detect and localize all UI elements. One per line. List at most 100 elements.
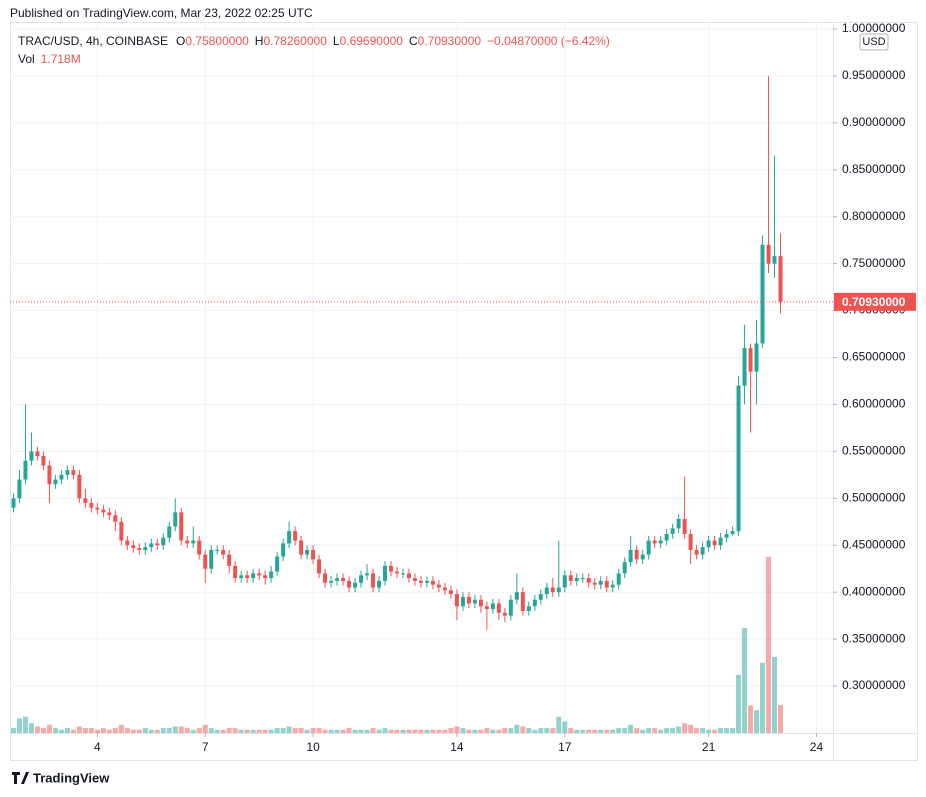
volume-bar: [610, 729, 616, 733]
candle-body: [293, 531, 298, 541]
volume-bar: [640, 729, 646, 733]
footer-brand: TradingView: [33, 770, 110, 785]
candle-body: [454, 594, 459, 607]
volume-bar: [562, 721, 568, 733]
volume-bar: [532, 729, 538, 733]
grid: [10, 22, 833, 733]
o-label: O: [176, 34, 185, 48]
candle-body: [389, 565, 394, 572]
volume-bar: [598, 729, 604, 733]
ohlc-legend: TRAC/USD, 4h, COINBASE O0.75800000 H0.7826…: [18, 34, 610, 48]
volume-bar: [442, 729, 448, 733]
candle-body: [460, 596, 465, 607]
footer-logo: TradingView: [12, 770, 110, 785]
volume-bar: [712, 729, 718, 733]
volume-bar: [34, 726, 40, 733]
candle-body: [742, 348, 747, 386]
volume-bar: [112, 728, 118, 733]
volume-bar: [592, 729, 598, 733]
candle-body: [586, 578, 591, 583]
candle-body: [448, 590, 453, 595]
candle-body: [71, 470, 76, 475]
y-tick-label: 0.75000000: [842, 256, 906, 270]
candle-body: [730, 531, 735, 534]
candle-body: [712, 540, 717, 546]
volume-bar: [148, 729, 154, 733]
y-tick-label: 0.80000000: [842, 209, 906, 223]
candle-body: [544, 587, 549, 595]
volume-bar: [22, 716, 28, 733]
candle-body: [748, 348, 753, 372]
volume-bar: [202, 724, 208, 733]
candle-body: [203, 554, 208, 569]
candle-body: [281, 543, 286, 557]
volume-bar: [364, 729, 370, 733]
x-tick-label: 10: [306, 740, 320, 754]
candle-body: [137, 548, 142, 550]
candle-body: [610, 584, 615, 588]
candle-body: [191, 540, 196, 544]
volume-bar: [448, 728, 454, 733]
volume-bar: [40, 728, 46, 733]
candle-body: [377, 580, 382, 588]
volume-bar: [520, 726, 526, 733]
volume-bar: [100, 728, 106, 733]
volume-bar: [778, 704, 784, 733]
volume-bar: [16, 718, 22, 733]
x-tick-label: 24: [810, 740, 824, 754]
candle-body: [526, 606, 531, 611]
volume-bar: [220, 729, 226, 733]
candle-body: [574, 578, 579, 581]
volume-bar: [586, 729, 592, 733]
candle-body: [167, 526, 172, 538]
candle-body: [568, 575, 573, 581]
volume-bar: [262, 729, 268, 733]
candle-body: [329, 580, 334, 583]
volume-bar: [298, 728, 304, 733]
candle-body: [143, 547, 148, 550]
candle-body: [598, 580, 603, 585]
volume-bar: [454, 726, 460, 733]
candle-body: [53, 479, 58, 485]
volume-bar: [700, 728, 706, 733]
candle-body: [107, 512, 112, 516]
volume-bar: [754, 710, 760, 733]
candle-body: [754, 343, 759, 372]
volume-bar: [94, 729, 100, 733]
volume-bar: [130, 729, 136, 733]
candle-body: [772, 256, 777, 264]
candle-body: [562, 575, 567, 588]
candle-body: [239, 575, 244, 579]
volume-bar: [352, 729, 358, 733]
l-label: L: [333, 34, 340, 48]
volume-bar: [238, 729, 244, 733]
candle-body: [430, 580, 435, 585]
candle-body: [682, 518, 687, 534]
logo-icon: [12, 772, 29, 784]
volume-legend: Vol 1.718M: [18, 52, 81, 66]
volume-bar: [772, 657, 778, 733]
candle-body: [335, 578, 340, 581]
volume-bar: [82, 728, 88, 733]
candle-body: [287, 531, 292, 544]
candle-body: [371, 573, 376, 588]
candle-body: [251, 573, 256, 579]
volume-bar: [64, 728, 70, 733]
candle-body: [664, 533, 669, 541]
volume-bar: [256, 729, 262, 733]
candle-body: [47, 465, 52, 485]
volume-bar: [244, 729, 250, 733]
candle-body: [718, 537, 723, 546]
volume-bar: [484, 728, 490, 733]
volume-bar: [382, 728, 388, 733]
candle-body: [496, 603, 501, 613]
candle-body: [538, 594, 543, 600]
candle-body: [592, 582, 597, 585]
volume-bar: [190, 729, 196, 733]
candle-body: [155, 543, 160, 546]
volume-bar: [406, 729, 412, 733]
volume-bar: [274, 728, 280, 733]
candle-body: [466, 596, 471, 604]
currency-label: USD: [862, 36, 885, 48]
